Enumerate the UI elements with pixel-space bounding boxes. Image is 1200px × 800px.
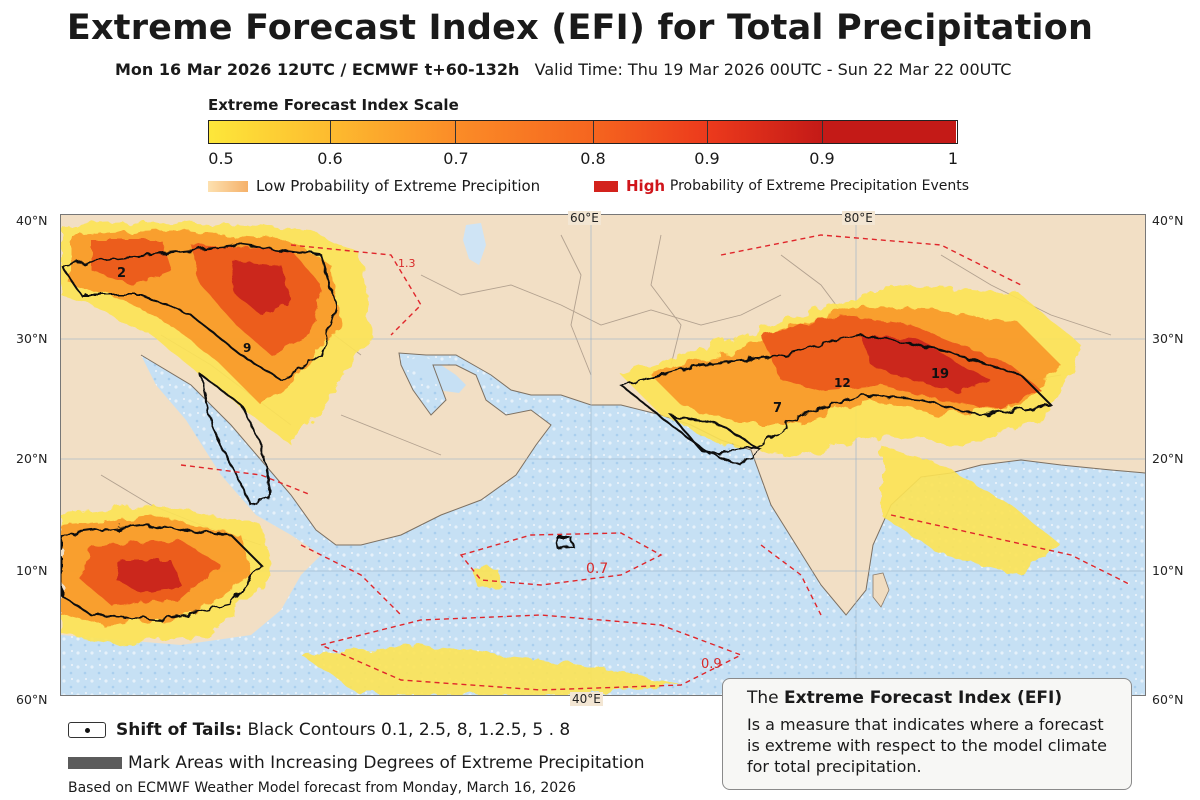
- subtitle: Mon 16 Mar 2026 12UTC / ECMWF t+60-132h …: [115, 60, 1011, 79]
- lon-label-bottom: 40°E: [570, 692, 603, 706]
- lat-label-left: 30°N: [16, 331, 48, 346]
- lon-label-top: 60°E: [568, 211, 601, 225]
- scale-tick: 0.5: [208, 149, 234, 168]
- info-box-title-bold: Extreme Forecast Index (EFI): [784, 688, 1063, 708]
- source-note: Based on ECMWF Weather Model forecast fr…: [68, 780, 576, 796]
- contour-marker-icon: [68, 722, 106, 738]
- shift-of-tails-values: Black Contours 0.1, 2.5, 8, 1.2.5, 5 . 8: [247, 720, 571, 740]
- scale-tick: 0.8: [580, 149, 606, 168]
- lat-label-right: 40°N: [1152, 213, 1184, 228]
- legend-high-label: Probability of Extreme Precipitation Eve…: [669, 178, 970, 194]
- ocean: [61, 353, 1145, 695]
- scale-segment-6: [823, 121, 956, 143]
- legend-high-word: High: [626, 177, 666, 195]
- mark-areas-swatch: [68, 757, 122, 769]
- mark-areas-label: Mark Areas with Increasing Degrees of Ex…: [128, 753, 645, 773]
- contour-label: 0.9: [701, 657, 722, 672]
- shift-of-tails-legend: Shift of Tails: Black Contours 0.1, 2.5,…: [68, 720, 570, 740]
- contour-label: 2: [117, 266, 126, 281]
- persian-gulf: [401, 355, 466, 393]
- contour-label: 7: [773, 401, 782, 416]
- contour-label: 0.7: [586, 561, 608, 577]
- scale-title: Extreme Forecast Index Scale: [208, 96, 459, 114]
- scale-tick: 0.7: [443, 149, 469, 168]
- info-box-title: The Extreme Forecast Index (EFI): [747, 688, 1107, 708]
- efi-scale-bar: [208, 120, 958, 144]
- low-probability-swatch: [208, 180, 248, 192]
- coastline: [140, 352, 1145, 616]
- lat-label-right: 20°N: [1152, 451, 1184, 466]
- lat-label-left: 10°N: [16, 563, 48, 578]
- valid-time: Valid Time: Thu 19 Mar 2026 00UTC - Sun …: [534, 60, 1012, 79]
- scale-tick: 0.6: [317, 149, 343, 168]
- page-title: Extreme Forecast Index (EFI) for Total P…: [66, 8, 1094, 48]
- info-box-text: Is a measure that indicates where a fore…: [747, 715, 1107, 776]
- scale-tick: 0.9: [694, 149, 720, 168]
- mark-areas-legend: Mark Areas with Increasing Degrees of Ex…: [68, 753, 645, 773]
- scale-tick: 1: [947, 149, 959, 168]
- scale-segment-4: [594, 121, 708, 143]
- scale-tick: 0.9: [809, 149, 835, 168]
- efi-dashed-contours: [180, 234, 1132, 691]
- scale-segment-1: [209, 121, 331, 143]
- legend-low-label: Low Probability of Extreme Precipition: [256, 177, 541, 195]
- efi-map[interactable]: 0.7 0.9 1.3 2 9 7 19 12: [60, 214, 1146, 696]
- scale-segment-3: [456, 121, 594, 143]
- lon-label-top: 80°E: [842, 211, 875, 225]
- lat-label-left: 60°N: [16, 692, 48, 707]
- lat-label-left: 40°N: [16, 213, 48, 228]
- contour-label: 9: [243, 341, 251, 355]
- lat-label-right: 10°N: [1152, 563, 1184, 578]
- legend-low: Low Probability of Extreme Precipition: [208, 177, 540, 195]
- lat-label-left: 20°N: [16, 451, 48, 466]
- contour-label-group: 0.7 0.9 1.3 2 9 7 19 12: [117, 257, 949, 672]
- info-box-prefix: The: [747, 688, 779, 708]
- sri-lanka: [872, 572, 890, 608]
- efi-info-box: The Extreme Forecast Index (EFI) Is a me…: [722, 678, 1132, 790]
- scale-segment-2: [331, 121, 456, 143]
- legend-high: High Probability of Extreme Precipitatio…: [594, 177, 969, 195]
- caspian-sea: [463, 223, 486, 265]
- lat-label-right: 60°N: [1152, 692, 1184, 707]
- lat-label-right: 30°N: [1152, 331, 1184, 346]
- scale-segment-5: [708, 121, 823, 143]
- high-probability-swatch: [594, 180, 618, 192]
- efi-extreme-areas: [116, 260, 991, 593]
- contour-label: 12: [834, 376, 851, 390]
- shift-of-tails-contours: [61, 243, 1054, 622]
- contour-label: 19: [931, 367, 949, 382]
- run-time: Mon 16 Mar 2026 12UTC / ECMWF t+60-132h: [115, 60, 520, 79]
- map-canvas: 0.7 0.9 1.3 2 9 7 19 12: [61, 215, 1145, 695]
- shift-of-tails-label: Shift of Tails:: [116, 720, 243, 740]
- contour-label: 1.3: [398, 257, 416, 270]
